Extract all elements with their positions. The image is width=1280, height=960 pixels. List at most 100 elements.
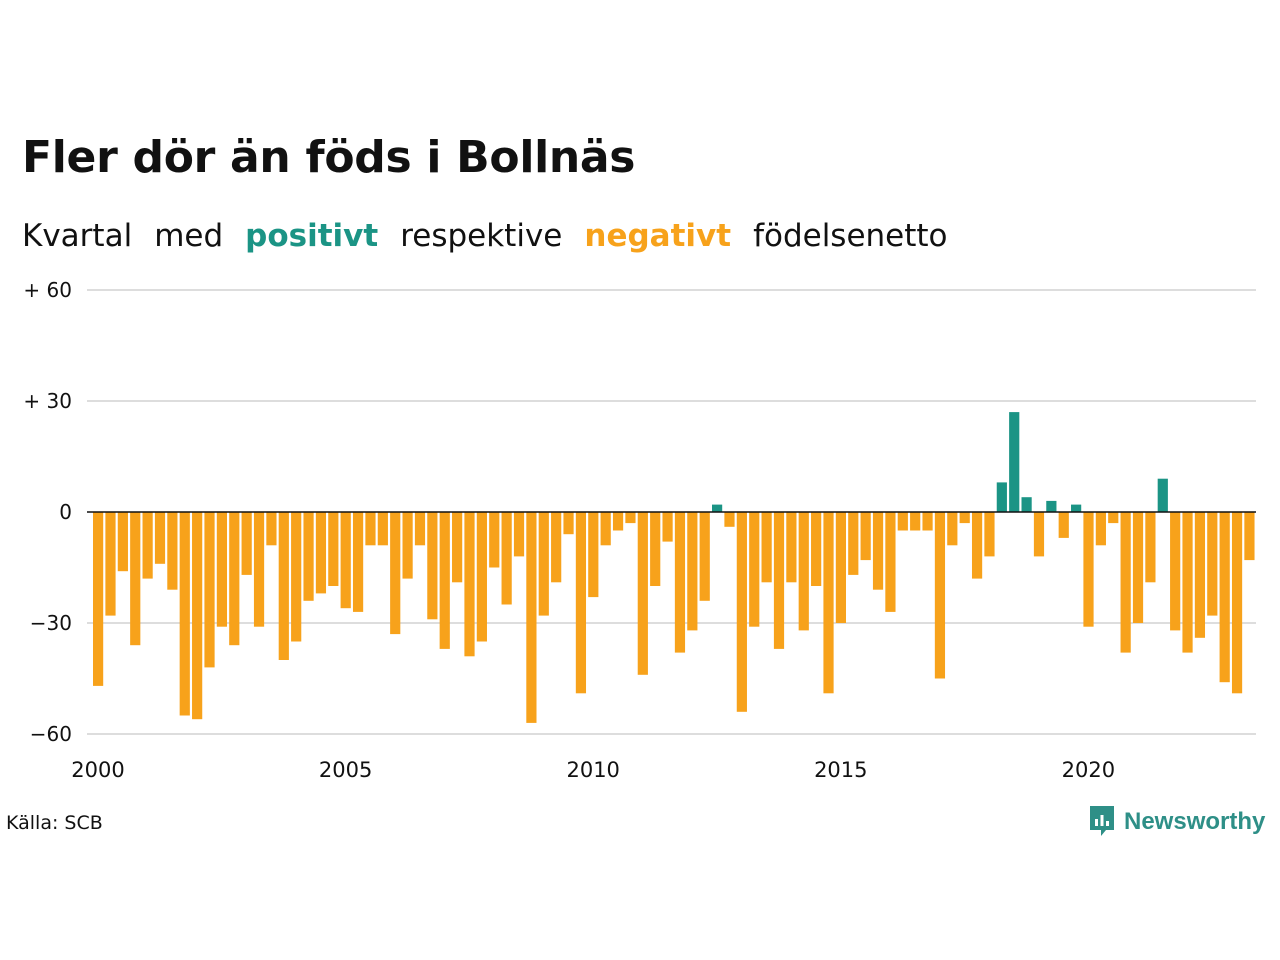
bar xyxy=(303,512,314,601)
bar xyxy=(674,512,686,653)
bar xyxy=(563,512,574,535)
bar xyxy=(377,512,388,546)
bar xyxy=(662,512,673,542)
bar xyxy=(501,512,512,605)
bar xyxy=(959,512,970,524)
newsworthy-logo: Newsworthy xyxy=(1088,804,1265,840)
chart-title: Fler dör än föds i Bollnäs xyxy=(22,132,636,183)
bar xyxy=(761,512,772,583)
bar xyxy=(575,512,587,694)
bar xyxy=(154,512,166,564)
bar xyxy=(538,512,549,616)
subtitle-negative-word: negativt xyxy=(584,218,732,254)
subtitle-med: med xyxy=(154,218,224,254)
bar xyxy=(489,512,500,568)
newsworthy-logo-text: Newsworthy xyxy=(1124,808,1266,835)
bar xyxy=(266,512,277,546)
bar xyxy=(773,512,785,649)
bar xyxy=(1021,497,1032,512)
subtitle-respektive: respektive xyxy=(400,218,563,254)
bar xyxy=(848,512,859,575)
bar xyxy=(835,512,846,623)
bar xyxy=(1219,512,1230,683)
y-tick-label: −60 xyxy=(30,722,72,746)
bar xyxy=(1120,512,1131,653)
bar xyxy=(736,512,747,712)
bar xyxy=(526,512,537,723)
bar xyxy=(291,512,302,642)
bar xyxy=(167,512,178,590)
x-tick-label: 2015 xyxy=(814,758,867,782)
bar xyxy=(897,512,908,531)
x-tick-label: 2005 xyxy=(319,758,372,782)
bar xyxy=(687,512,698,631)
bar xyxy=(749,512,760,627)
source-note: Källa: SCB xyxy=(6,812,103,834)
bar xyxy=(1046,500,1057,512)
bar xyxy=(476,512,487,642)
bar xyxy=(93,512,104,686)
bar xyxy=(278,512,289,660)
bar xyxy=(315,512,327,594)
bar xyxy=(1071,504,1082,512)
x-tick-label: 2010 xyxy=(566,758,619,782)
bar xyxy=(934,512,946,679)
y-tick-label: + 30 xyxy=(23,389,72,413)
bar xyxy=(352,512,364,612)
bar xyxy=(922,512,933,531)
bar xyxy=(588,512,599,598)
bar xyxy=(823,512,834,694)
y-tick-label: −30 xyxy=(30,611,72,635)
bar xyxy=(1108,512,1119,524)
bar xyxy=(241,512,252,575)
bar xyxy=(1009,412,1020,512)
subtitle-kvartal: Kvartal xyxy=(22,218,133,254)
bar xyxy=(1095,512,1106,546)
bar xyxy=(365,512,376,546)
bar xyxy=(724,512,735,527)
y-tick-label: 0 xyxy=(59,500,72,524)
bar xyxy=(1157,478,1168,512)
bar xyxy=(253,512,265,627)
bar xyxy=(452,512,463,583)
bar xyxy=(910,512,921,531)
bar xyxy=(551,512,562,583)
bar xyxy=(229,512,240,646)
bar xyxy=(1132,512,1144,623)
bar xyxy=(650,512,661,586)
bar xyxy=(971,512,983,579)
bar xyxy=(117,512,128,572)
newsworthy-chart-bubble-icon xyxy=(1090,806,1114,836)
bar xyxy=(1244,512,1255,561)
bar xyxy=(204,512,215,668)
bar xyxy=(402,512,413,579)
bar xyxy=(984,512,995,557)
subtitle-fodelsenetto: födelsenetto xyxy=(753,218,948,254)
bar xyxy=(798,512,809,631)
bar xyxy=(1182,512,1193,653)
bar xyxy=(179,512,190,716)
bar xyxy=(872,512,884,590)
bar xyxy=(464,512,475,657)
bar xyxy=(1170,512,1181,631)
bar xyxy=(1194,512,1206,638)
bar xyxy=(439,512,450,649)
bar xyxy=(1083,512,1094,627)
bar xyxy=(130,512,141,646)
bar xyxy=(1231,512,1243,694)
bar xyxy=(1058,512,1069,538)
bar xyxy=(885,512,896,612)
bar xyxy=(414,512,426,546)
bar xyxy=(996,482,1007,512)
bar xyxy=(612,512,624,531)
bar xyxy=(192,512,203,720)
bar-chart: + 60 + 30 0 −30 −60 2000 2005 2010 2015 2020 xyxy=(23,278,1256,782)
bar xyxy=(699,512,710,601)
bar xyxy=(1207,512,1218,616)
x-tick-label: 2020 xyxy=(1062,758,1115,782)
subtitle-positive-word: positivt xyxy=(245,218,379,254)
bar xyxy=(860,512,871,561)
bar xyxy=(947,512,958,546)
chart-subtitle: Kvartal med positivt respektive negativt föde… xyxy=(22,218,970,254)
bar xyxy=(637,512,648,675)
